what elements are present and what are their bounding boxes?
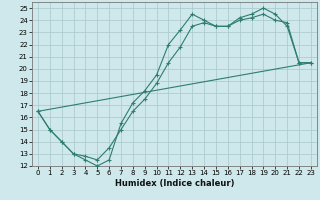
X-axis label: Humidex (Indice chaleur): Humidex (Indice chaleur) bbox=[115, 179, 234, 188]
